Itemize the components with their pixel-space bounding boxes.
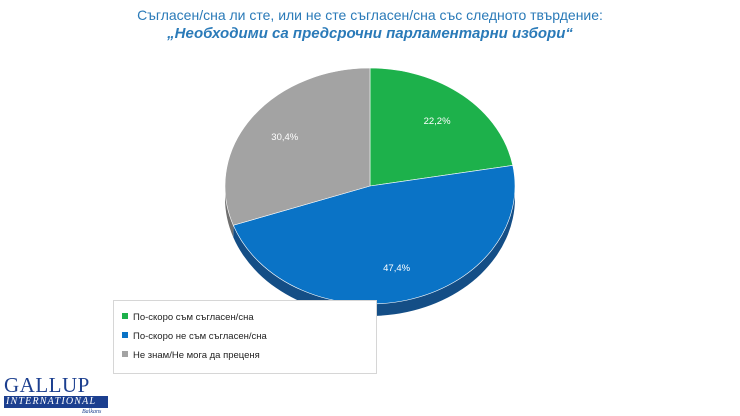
gallup-logo: GALLUP INTERNATIONAL Balkans xyxy=(4,373,144,415)
legend-item-dont-know: Не знам/Не мога да преценя xyxy=(122,349,260,363)
pie-slice-disagree xyxy=(232,165,516,305)
pie-3d-sides xyxy=(225,186,516,317)
data-label-dont-know: 30,4% xyxy=(271,132,298,143)
chart-subtitle: Съгласен/сна ли сте, или не сте съгласен… xyxy=(137,7,603,23)
pie-slice-agree xyxy=(369,67,514,187)
legend-swatch-disagree xyxy=(122,332,128,339)
pie-slice-dont-know xyxy=(224,67,371,226)
logo-band: INTERNATIONAL xyxy=(4,396,108,408)
legend-label-disagree: По-скоро не съм съгласен/сна xyxy=(133,331,267,342)
legend-item-disagree: По-скоро не съм съгласен/сна xyxy=(122,330,267,344)
chart-title-block: Съгласен/сна ли сте, или не сте съгласен… xyxy=(0,6,740,44)
legend-swatch-dont-know xyxy=(122,351,128,358)
logo-subtext: Balkans xyxy=(82,409,102,415)
chart-title: „Необходими са предсрочни парламентарни … xyxy=(167,25,573,42)
data-label-disagree: 47,4% xyxy=(383,263,410,274)
legend-swatch-agree xyxy=(122,313,128,320)
pie-slices xyxy=(224,67,516,305)
legend-item-agree: По-скоро съм съгласен/сна xyxy=(122,311,254,325)
logo-wordmark: GALLUP xyxy=(4,373,90,397)
chart-legend: По-скоро съм съгласен/сна По-скоро не съ… xyxy=(113,300,377,374)
data-label-agree: 22,2% xyxy=(424,116,451,127)
pie-data-labels: 22,2% 47,4% 30,4% xyxy=(271,116,451,274)
legend-label-dont-know: Не знам/Не мога да преценя xyxy=(133,350,260,361)
legend-label-agree: По-скоро съм съгласен/сна xyxy=(133,312,254,323)
pie-side-dont-know xyxy=(225,186,234,238)
